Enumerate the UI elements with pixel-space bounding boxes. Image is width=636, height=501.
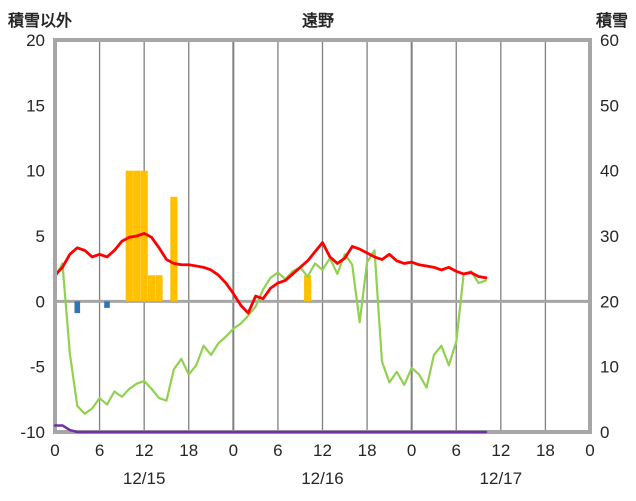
left-axis-tick-label: 10 — [26, 162, 45, 181]
left-axis-title: 積雪以外 — [8, 13, 73, 30]
x-axis-hour-label: 0 — [407, 441, 416, 460]
orange-bar — [304, 275, 312, 302]
orange-bar — [147, 275, 156, 302]
x-axis-hour-label: 18 — [179, 441, 198, 460]
orange-bar — [155, 275, 163, 302]
x-axis-hour-label: 18 — [536, 441, 555, 460]
red-line — [53, 231, 488, 315]
x-axis-hour-label: 0 — [229, 441, 238, 460]
blue-bar — [74, 301, 81, 314]
x-axis-hour-label: 0 — [50, 441, 59, 460]
right-axis-tick-label: 40 — [600, 162, 619, 181]
right-axis-title: 積雪 — [595, 13, 628, 30]
x-axis-date-label: 12/16 — [301, 469, 344, 488]
x-axis-hour-label: 12 — [491, 441, 510, 460]
right-axis-tick-label: 60 — [600, 31, 619, 50]
left-axis-tick-label: -5 — [30, 358, 45, 377]
x-axis-hour-label: 6 — [452, 441, 461, 460]
left-axis-tick-label: 0 — [36, 292, 45, 311]
x-axis-date-label: 12/15 — [123, 469, 166, 488]
x-axis-hour-label: 6 — [273, 441, 282, 460]
orange-bar — [170, 196, 178, 302]
left-axis-tick-label: 15 — [26, 96, 45, 115]
x-axis-hour-label: 12 — [135, 441, 154, 460]
station-name: 遠野 — [301, 13, 334, 30]
left-axis-tick-label: 20 — [26, 31, 45, 50]
x-axis-hour-label: 0 — [585, 441, 594, 460]
x-axis-hour-label: 6 — [95, 441, 104, 460]
purple-line — [53, 424, 488, 434]
blue-bar — [104, 301, 110, 308]
right-axis-tick-label: 10 — [600, 358, 619, 377]
right-axis-tick-label: 0 — [600, 423, 609, 442]
left-axis-tick-label: -10 — [20, 423, 45, 442]
right-axis-tick-label: 30 — [600, 227, 619, 246]
x-axis-hour-label: 18 — [358, 441, 377, 460]
x-axis-hour-label: 12 — [313, 441, 332, 460]
green-line — [53, 249, 488, 415]
orange-bar — [140, 170, 148, 302]
right-axis-tick-label: 20 — [600, 292, 619, 311]
x-axis-date-label: 12/17 — [480, 469, 523, 488]
left-axis-tick-label: 5 — [36, 227, 45, 246]
right-axis-tick-label: 50 — [600, 96, 619, 115]
